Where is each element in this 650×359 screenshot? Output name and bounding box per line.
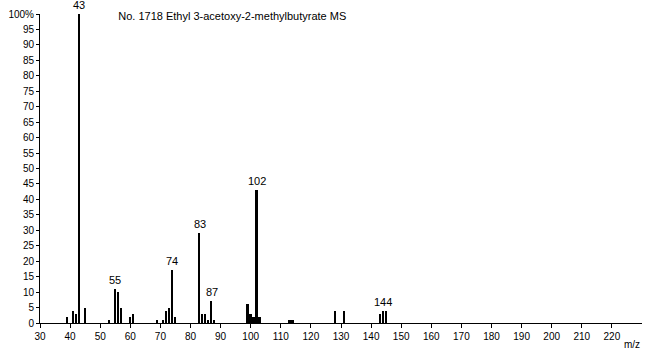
svg-text:50: 50 (95, 331, 107, 342)
svg-text:100%: 100% (8, 9, 34, 20)
svg-text:35: 35 (23, 209, 35, 220)
svg-text:90: 90 (23, 39, 35, 50)
svg-text:80: 80 (185, 331, 197, 342)
svg-text:85: 85 (23, 55, 35, 66)
svg-text:20: 20 (23, 256, 35, 267)
svg-text:102: 102 (248, 175, 266, 187)
svg-text:60: 60 (125, 331, 137, 342)
svg-text:65: 65 (23, 117, 35, 128)
svg-text:55: 55 (109, 274, 121, 286)
svg-text:No. 1718 Ethyl 3-acetoxy-2-met: No. 1718 Ethyl 3-acetoxy-2-methylbutyrat… (118, 10, 346, 22)
svg-text:190: 190 (513, 331, 530, 342)
svg-text:70: 70 (155, 331, 167, 342)
svg-text:0: 0 (28, 318, 34, 329)
svg-text:50: 50 (23, 163, 35, 174)
svg-text:170: 170 (453, 331, 470, 342)
svg-text:130: 130 (333, 331, 350, 342)
svg-text:180: 180 (483, 331, 500, 342)
svg-text:5: 5 (28, 302, 34, 313)
svg-text:160: 160 (423, 331, 440, 342)
svg-text:200: 200 (543, 331, 560, 342)
svg-text:55: 55 (23, 148, 35, 159)
svg-text:40: 40 (23, 194, 35, 205)
svg-text:45: 45 (23, 178, 35, 189)
svg-text:75: 75 (23, 86, 35, 97)
svg-text:40: 40 (65, 331, 77, 342)
svg-text:95: 95 (23, 24, 35, 35)
svg-text:43: 43 (73, 0, 85, 11)
svg-text:140: 140 (363, 331, 380, 342)
svg-text:90: 90 (215, 331, 227, 342)
svg-text:74: 74 (166, 255, 178, 267)
svg-text:120: 120 (303, 331, 320, 342)
svg-text:30: 30 (34, 331, 46, 342)
svg-text:144: 144 (374, 296, 392, 308)
svg-text:60: 60 (23, 132, 35, 143)
svg-text:25: 25 (23, 240, 35, 251)
svg-text:220: 220 (604, 331, 621, 342)
svg-text:150: 150 (393, 331, 410, 342)
svg-text:30: 30 (23, 225, 35, 236)
svg-text:m/z: m/z (624, 339, 640, 350)
svg-text:15: 15 (23, 271, 35, 282)
svg-text:10: 10 (23, 287, 35, 298)
svg-text:100: 100 (242, 331, 259, 342)
svg-text:87: 87 (206, 286, 218, 298)
svg-text:210: 210 (573, 331, 590, 342)
svg-text:70: 70 (23, 101, 35, 112)
svg-text:80: 80 (23, 70, 35, 81)
svg-text:110: 110 (273, 331, 289, 342)
svg-text:83: 83 (194, 218, 206, 230)
